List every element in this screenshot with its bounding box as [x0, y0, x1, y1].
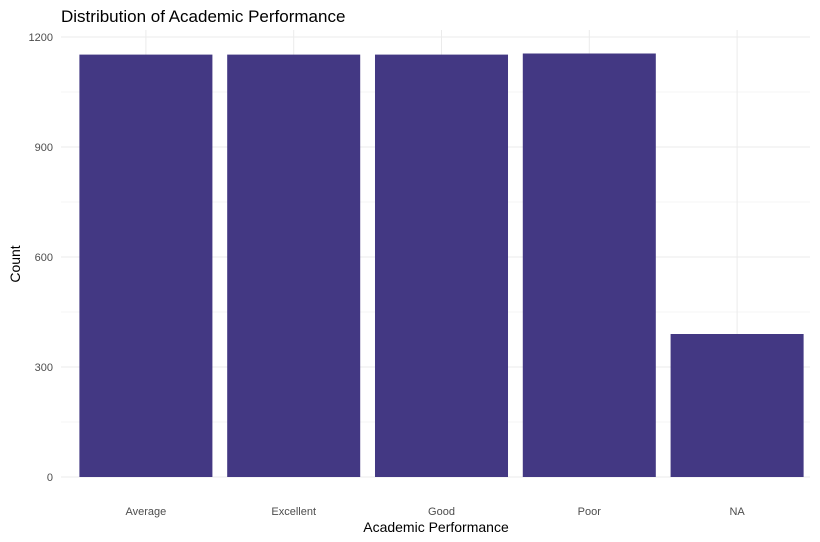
bar-na: [670, 334, 804, 477]
y-tick-label: 900: [35, 142, 53, 154]
x-axis-ticks: Average Excellent Good Poor NA: [126, 506, 746, 518]
y-tick-label: 300: [35, 362, 53, 374]
y-axis-title: Count: [7, 245, 23, 282]
x-tick-label: Good: [428, 506, 455, 518]
bar-average: [79, 54, 213, 477]
y-tick-label: 0: [47, 472, 53, 484]
x-tick-label: Poor: [578, 506, 602, 518]
x-tick-label: Average: [126, 506, 167, 518]
bars-group: [79, 53, 804, 477]
y-tick-label: 600: [35, 252, 53, 264]
x-axis-title: Academic Performance: [363, 519, 509, 535]
y-axis-ticks: 0 300 600 900 1200: [29, 32, 53, 484]
x-tick-label: NA: [729, 506, 745, 518]
bar-poor: [522, 53, 656, 477]
y-tick-label: 1200: [29, 32, 53, 44]
bar-excellent: [227, 54, 361, 477]
bar-good: [374, 54, 509, 477]
x-tick-label: Excellent: [271, 506, 316, 518]
chart-title: Distribution of Academic Performance: [61, 7, 345, 26]
